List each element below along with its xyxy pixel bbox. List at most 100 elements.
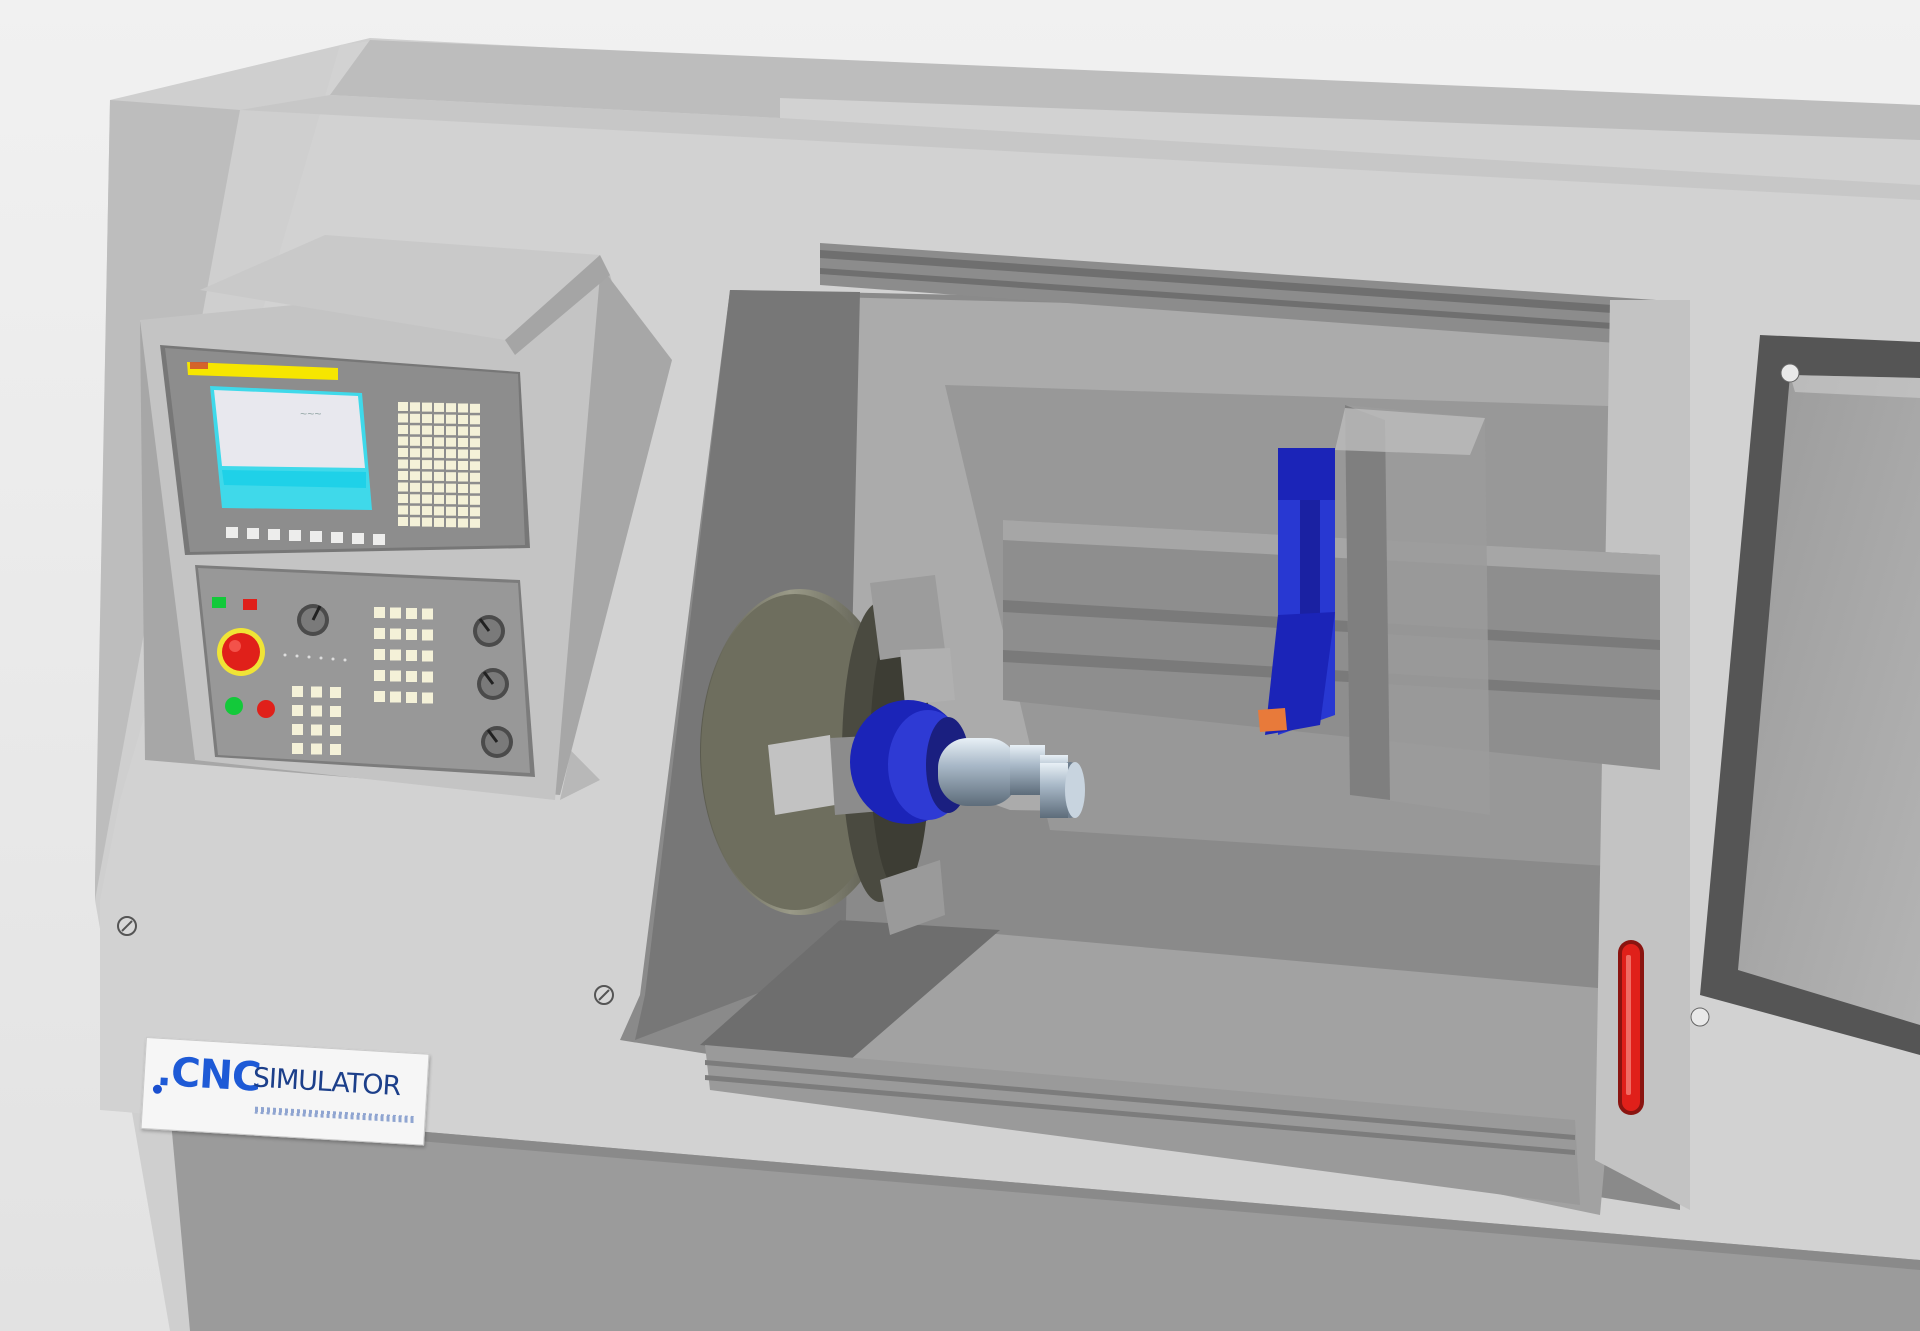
keypad-key[interactable] (398, 494, 408, 503)
keypad-key[interactable] (311, 686, 322, 698)
keypad-key[interactable] (434, 494, 444, 504)
keypad-key[interactable] (410, 459, 420, 469)
keypad-key[interactable] (422, 437, 432, 447)
keypad-key[interactable] (422, 629, 433, 641)
keypad-key[interactable] (446, 414, 456, 424)
keypad-key[interactable] (410, 494, 420, 504)
keypad-key[interactable] (422, 608, 433, 620)
keypad-key[interactable] (470, 403, 480, 413)
keypad-key[interactable] (410, 482, 420, 492)
keypad-key[interactable] (410, 517, 420, 527)
keypad-key[interactable] (434, 517, 444, 527)
keypad-key[interactable] (422, 671, 433, 683)
keypad-key[interactable] (398, 413, 408, 423)
mode-dial-icon[interactable] (481, 726, 513, 758)
keypad-key[interactable] (446, 518, 456, 528)
keypad-key[interactable] (434, 471, 444, 481)
keypad-key[interactable] (422, 494, 432, 504)
keypad-key[interactable] (458, 426, 468, 436)
keypad-key[interactable] (434, 402, 444, 412)
keypad-key[interactable] (374, 649, 385, 660)
keypad-key[interactable] (406, 629, 417, 640)
keypad-key[interactable] (410, 425, 420, 435)
keypad-key[interactable] (292, 743, 303, 754)
keypad-key[interactable] (410, 413, 420, 423)
cycle-start-button[interactable] (225, 697, 243, 715)
keypad-key[interactable] (434, 414, 444, 424)
keypad-key[interactable] (458, 415, 468, 424)
keypad-key[interactable] (398, 505, 408, 515)
keypad-key[interactable] (390, 691, 401, 703)
keypad-key[interactable] (458, 484, 468, 493)
keypad-key[interactable] (446, 460, 456, 470)
keypad-key[interactable] (311, 743, 322, 755)
keypad-key[interactable] (470, 426, 480, 436)
keypad-key[interactable] (422, 483, 432, 493)
keypad-key[interactable] (406, 650, 417, 661)
keypad-key[interactable] (446, 483, 456, 493)
keypad-key[interactable] (398, 517, 408, 526)
keypad-key[interactable] (458, 518, 468, 528)
door-handle-icon[interactable] (1618, 940, 1644, 1115)
keypad-key[interactable] (330, 744, 341, 755)
keypad-key[interactable] (446, 449, 456, 459)
keypad-key[interactable] (458, 461, 468, 470)
keypad-key[interactable] (292, 686, 303, 697)
keypad-key[interactable] (470, 461, 480, 471)
keypad-key[interactable] (470, 484, 480, 494)
feed-knob-icon[interactable] (473, 615, 505, 647)
keypad-key[interactable] (446, 495, 456, 505)
keypad-key[interactable] (458, 507, 468, 516)
keypad-key[interactable] (458, 472, 468, 482)
keypad-key[interactable] (470, 507, 480, 517)
keypad-key[interactable] (410, 402, 420, 412)
keypad-key[interactable] (374, 670, 385, 681)
keypad-key[interactable] (390, 649, 401, 661)
keypad-key[interactable] (434, 506, 444, 516)
alpha-keypad[interactable] (398, 402, 480, 528)
keypad-key[interactable] (446, 472, 456, 482)
keypad-key[interactable] (458, 495, 468, 505)
keypad-key[interactable] (292, 705, 303, 716)
keypad-key[interactable] (434, 448, 444, 458)
keypad-key[interactable] (398, 402, 408, 411)
keypad-key[interactable] (398, 471, 408, 480)
feed-hold-button[interactable] (257, 700, 275, 718)
keypad-key[interactable] (422, 692, 433, 704)
keypad-key[interactable] (390, 670, 401, 682)
keypad-key[interactable] (422, 448, 432, 458)
keypad-key[interactable] (458, 438, 468, 447)
keypad-key[interactable] (470, 495, 480, 505)
keypad-key[interactable] (434, 437, 444, 447)
keypad-key[interactable] (422, 460, 432, 470)
keypad-key[interactable] (330, 687, 341, 698)
keypad-key[interactable] (470, 449, 480, 459)
keypad-key[interactable] (374, 607, 385, 618)
keypad-key[interactable] (434, 483, 444, 493)
keypad-key[interactable] (398, 448, 408, 457)
keypad-key[interactable] (410, 436, 420, 446)
keypad-key[interactable] (330, 706, 341, 717)
keypad-key[interactable] (446, 506, 456, 516)
keypad-key[interactable] (422, 506, 432, 516)
keypad-key[interactable] (422, 517, 432, 527)
keypad-key[interactable] (434, 425, 444, 435)
keypad-key[interactable] (406, 671, 417, 682)
keypad-key[interactable] (398, 425, 408, 434)
keypad-key[interactable] (422, 402, 432, 412)
keypad-key[interactable] (374, 691, 385, 702)
keypad-key[interactable] (458, 403, 468, 413)
keypad-key[interactable] (422, 471, 432, 481)
jog-keypad[interactable] (292, 607, 433, 755)
keypad-key[interactable] (446, 426, 456, 436)
keypad-key[interactable] (410, 505, 420, 515)
rapid-knob-icon[interactable] (477, 668, 509, 700)
keypad-key[interactable] (398, 482, 408, 492)
keypad-key[interactable] (406, 608, 417, 619)
keypad-key[interactable] (458, 449, 468, 459)
keypad-key[interactable] (390, 607, 401, 619)
keypad-key[interactable] (330, 725, 341, 736)
emergency-stop-icon[interactable] (217, 628, 265, 676)
keypad-key[interactable] (311, 705, 322, 717)
